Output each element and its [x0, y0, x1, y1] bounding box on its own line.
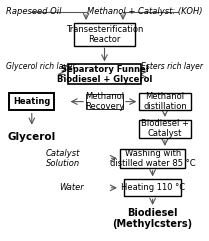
Text: Transesterification
Reactor: Transesterification Reactor: [66, 25, 143, 44]
Text: Heating 110 °C: Heating 110 °C: [121, 183, 185, 192]
Text: Glycerol: Glycerol: [8, 132, 56, 142]
Text: Catalyst
Solution: Catalyst Solution: [46, 149, 80, 168]
Text: Biodiesel
(Methylcsters): Biodiesel (Methylcsters): [113, 208, 193, 229]
Text: Rapeseed Oil: Rapeseed Oil: [6, 7, 62, 16]
FancyBboxPatch shape: [139, 120, 191, 138]
FancyBboxPatch shape: [9, 93, 54, 110]
Text: Glycerol rich layer: Glycerol rich layer: [6, 62, 76, 71]
FancyBboxPatch shape: [74, 23, 135, 46]
Text: Biodiesel +
Catalyst: Biodiesel + Catalyst: [141, 119, 189, 139]
Text: Esters rich layer: Esters rich layer: [141, 62, 203, 71]
Text: Separatory Funnel
Biodiesel + Glycerol: Separatory Funnel Biodiesel + Glycerol: [57, 65, 152, 84]
Text: Methanol
distillation: Methanol distillation: [143, 92, 187, 111]
Text: Methanol + Catalyst: (KOH): Methanol + Catalyst: (KOH): [87, 7, 203, 16]
Text: Heating: Heating: [13, 97, 51, 106]
FancyBboxPatch shape: [139, 93, 191, 110]
FancyBboxPatch shape: [86, 94, 123, 109]
FancyBboxPatch shape: [120, 149, 185, 168]
FancyBboxPatch shape: [124, 179, 181, 196]
Text: Washing with
distilled water 85 °C: Washing with distilled water 85 °C: [110, 149, 195, 168]
FancyBboxPatch shape: [68, 64, 141, 85]
Text: Water: Water: [59, 183, 84, 192]
Text: Methanol
Recovery: Methanol Recovery: [85, 92, 124, 111]
